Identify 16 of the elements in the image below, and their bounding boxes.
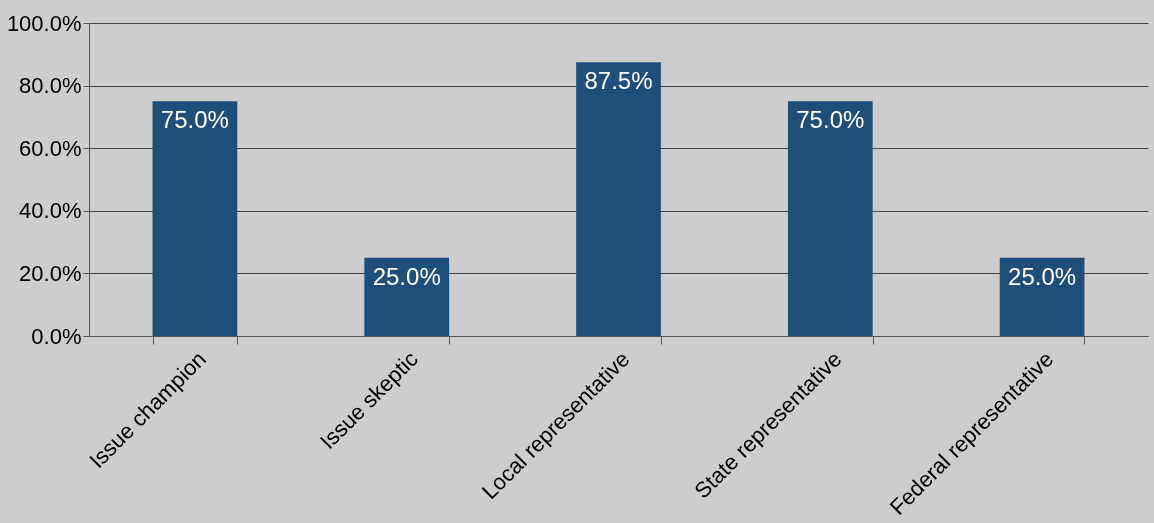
y-tick-label: 60.0%: [19, 135, 82, 161]
bar: [787, 101, 873, 336]
data-label: 25.0%: [372, 262, 441, 290]
y-tick-label: 100.0%: [6, 10, 82, 36]
data-label: 25.0%: [1008, 262, 1077, 290]
bar: [999, 257, 1085, 336]
bar: [152, 101, 238, 336]
y-tick-label: 0.0%: [31, 323, 82, 349]
y-tick-label: 40.0%: [19, 198, 82, 224]
y-tick-label: 20.0%: [19, 260, 82, 286]
bar: [364, 257, 450, 336]
data-label: 87.5%: [584, 67, 653, 95]
bar: [576, 62, 661, 336]
data-label: 75.0%: [160, 106, 229, 134]
y-tick-label: 80.0%: [19, 73, 82, 99]
data-label: 75.0%: [796, 106, 865, 134]
